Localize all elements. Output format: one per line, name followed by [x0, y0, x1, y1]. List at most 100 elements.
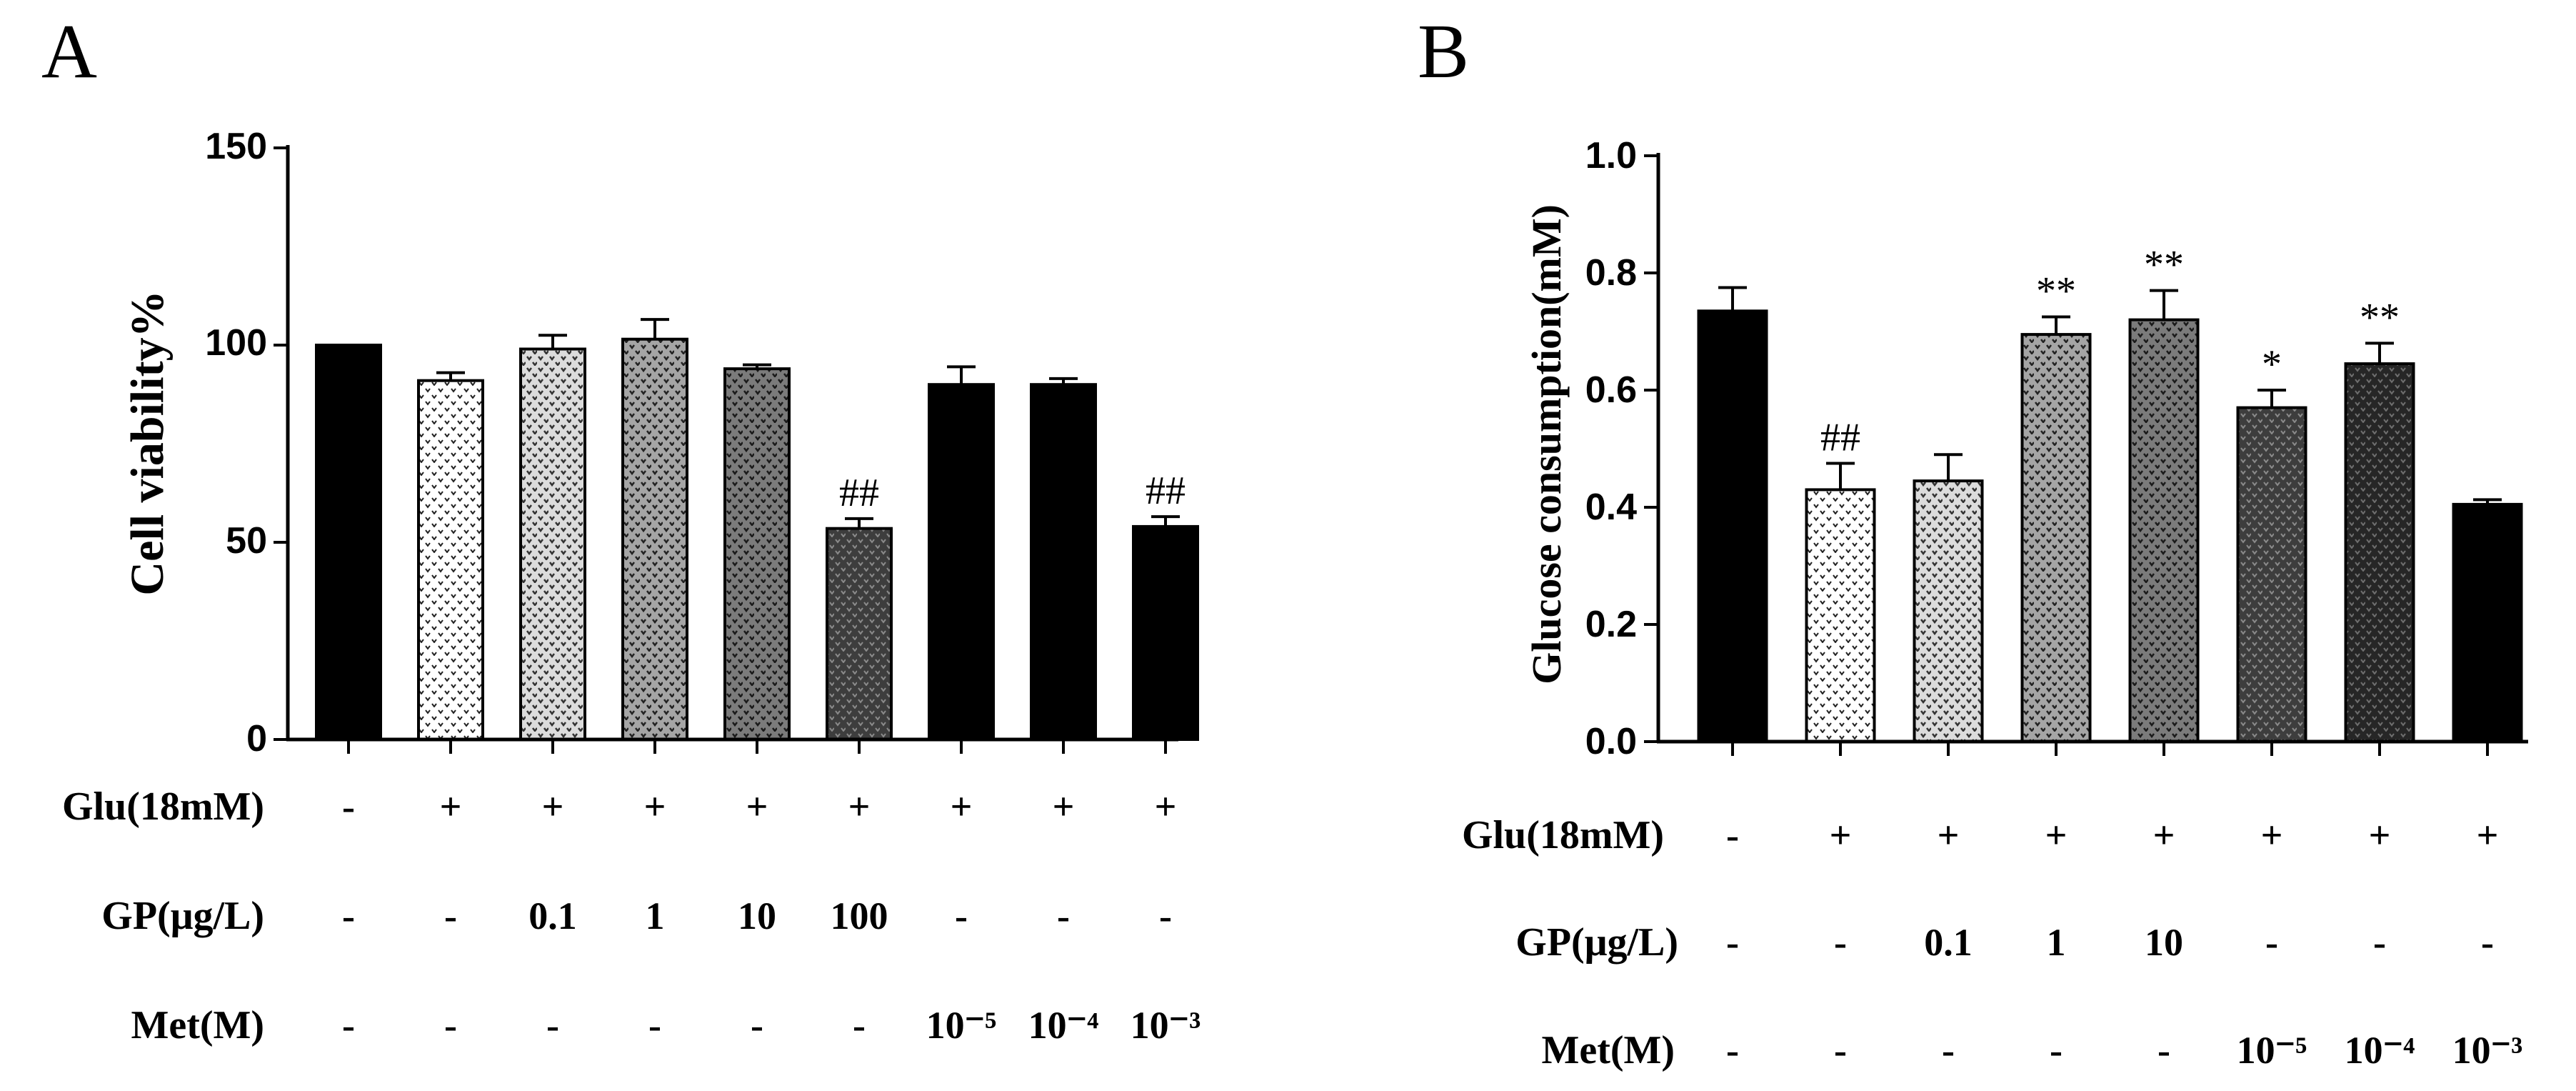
- table-cell-a-1-7: -: [1057, 895, 1070, 937]
- significance-label-b-3: **: [2036, 269, 2076, 314]
- table-cell-a-0-5: +: [848, 785, 871, 828]
- table-cell-a-2-6: 10⁻⁵: [926, 1004, 997, 1047]
- table-cell-b-2-1: -: [1834, 1029, 1847, 1072]
- significance-label-a-5: ##: [839, 471, 879, 515]
- table-cell-b-2-5: 10⁻⁵: [2237, 1029, 2307, 1072]
- table-cell-b-2-0: -: [1726, 1029, 1739, 1072]
- y-tick-label-b-2: 0.4: [1585, 487, 1637, 528]
- table-cells-b: - + + + + + + + - - 0.1 1 10 - - - - - - - - 10⁻⁵ 10⁻⁴ 10⁻³: [1726, 814, 2522, 1072]
- table-cell-b-0-1: +: [1830, 814, 1852, 857]
- error-bar-a-1: [436, 371, 465, 381]
- table-cell-b-2-7: 10⁻³: [2452, 1029, 2523, 1072]
- table-cell-b-0-7: +: [2477, 814, 2499, 857]
- bar-a-2: [519, 347, 586, 741]
- table-cell-a-2-2: -: [546, 1004, 559, 1047]
- error-bar-b-7: [2473, 498, 2502, 504]
- error-bar-b-4: [2150, 289, 2178, 320]
- table-cell-a-2-1: -: [444, 1004, 457, 1047]
- error-bar-a-7: [1049, 377, 1078, 385]
- table-cell-b-0-4: +: [2153, 814, 2175, 857]
- table-cell-a-1-2: 0.1: [528, 895, 577, 937]
- table-cell-b-0-2: +: [1938, 814, 1960, 857]
- error-bar-b-5: [2257, 389, 2286, 408]
- error-bar-a-4: [743, 363, 771, 369]
- bar-a-0: [315, 344, 382, 741]
- table-cell-b-1-1: -: [1834, 921, 1847, 964]
- table-cell-b-1-6: -: [2373, 921, 2386, 964]
- error-bar-a-8: [1151, 515, 1180, 527]
- error-bar-b-1: [1826, 462, 1855, 490]
- significance-label-b-6: **: [2360, 295, 2400, 339]
- table-cell-a-2-0: -: [342, 1004, 355, 1047]
- error-bar-a-5: [845, 517, 873, 529]
- y-tick-label-b-5: 1.0: [1585, 135, 1637, 176]
- error-bar-a-2: [538, 334, 567, 349]
- y-ticklabels-b: 0.0 0.2 0.4 0.6 0.8 1.0: [1585, 135, 1637, 762]
- axes-b: [1644, 153, 2528, 756]
- table-cell-a-0-8: +: [1155, 785, 1177, 828]
- table-cell-a-1-6: -: [955, 895, 968, 937]
- bar-b-0: [1697, 309, 1768, 743]
- bar-a-3: [621, 337, 688, 742]
- table-cell-a-1-3: 1: [646, 895, 665, 937]
- bar-b-1: [1805, 488, 1876, 744]
- table-cell-a-1-4: 10: [738, 895, 776, 937]
- bar-a-8: [1132, 524, 1199, 741]
- bar-a-6: [928, 383, 995, 741]
- bar-b-6: [2344, 362, 2415, 744]
- table-cell-a-2-3: -: [648, 1004, 661, 1047]
- table-cell-b-1-2: 0.1: [1924, 921, 1973, 964]
- table-cell-b-1-4: 10: [2145, 921, 2183, 964]
- table-cell-a-2-5: -: [853, 1004, 866, 1047]
- condition-table-b: Glu(18mM) GP(μg/L) Met(M) - + + + + + + + - - 0.1 1…: [1462, 813, 2522, 1072]
- y-axis-label-b: Glucose consumption(mM): [1523, 204, 1570, 684]
- table-cell-b-0-3: +: [2045, 814, 2068, 857]
- table-cell-a-2-4: -: [751, 1004, 763, 1047]
- row-label-a-gp: GP(μg/L): [101, 894, 264, 938]
- y-tick-label-b-4: 0.8: [1585, 252, 1637, 294]
- table-cell-b-1-7: -: [2481, 921, 2494, 964]
- table-cell-b-0-0: -: [1726, 814, 1739, 857]
- condition-table-a: Glu(18mM) GP(μg/L) Met(M) - + + + + + + + + - - 0.1…: [62, 784, 1201, 1047]
- table-cell-a-0-4: +: [746, 785, 768, 828]
- table-cell-b-1-5: -: [2265, 921, 2278, 964]
- error-bar-a-3: [641, 318, 669, 339]
- table-cell-a-1-5: 100: [831, 895, 888, 937]
- row-label-a-met: Met(M): [131, 1003, 264, 1047]
- table-cell-a-0-0: -: [342, 785, 355, 828]
- y-tick-label-a-3: 150: [205, 126, 267, 167]
- bar-a-4: [723, 367, 791, 741]
- significance-label-b-4: **: [2144, 243, 2184, 287]
- bar-b-3: [2020, 333, 2092, 744]
- significance-label-a-8: ##: [1146, 469, 1186, 513]
- row-label-a-glu: Glu(18mM): [62, 784, 264, 829]
- y-tick-label-a-2: 100: [205, 322, 267, 364]
- y-tick-label-b-3: 0.6: [1585, 369, 1637, 411]
- table-cell-b-1-3: 1: [2047, 921, 2066, 964]
- y-ticklabels-a: 0 50 100 150: [205, 126, 267, 759]
- table-cell-a-2-8: 10⁻³: [1131, 1004, 1201, 1047]
- row-label-b-met: Met(M): [1541, 1028, 1675, 1072]
- table-cell-a-0-6: +: [951, 785, 973, 828]
- table-cells-a: - + + + + + + + + - - 0.1 1 10 100 - - - - - - - - - 10⁻⁵ 10⁻⁴ 10⁻…: [342, 785, 1201, 1047]
- y-tick-label-a-1: 50: [226, 520, 267, 562]
- row-label-b-gp: GP(μg/L): [1515, 920, 1678, 965]
- table-cell-b-2-6: 10⁻⁴: [2345, 1029, 2415, 1072]
- table-cell-a-1-8: -: [1159, 895, 1172, 937]
- bars-a: ## ##: [315, 318, 1199, 742]
- panel-label-a: A: [41, 9, 97, 94]
- table-cell-a-1-1: -: [444, 895, 457, 937]
- panel-label-b: B: [1418, 9, 1469, 94]
- bar-a-7: [1030, 383, 1097, 741]
- bar-a-1: [417, 379, 484, 741]
- y-tick-label-b-1: 0.2: [1585, 604, 1637, 645]
- table-cell-b-2-2: -: [1942, 1029, 1955, 1072]
- bars-b: ##*******: [1697, 243, 2523, 744]
- panel-b: B Glucose consumption(mM) 0.0 0.2 0.4 0.…: [1418, 9, 2528, 1072]
- y-tick-label-a-0: 0: [246, 718, 267, 759]
- bar-b-4: [2128, 318, 2200, 744]
- table-cell-a-0-7: +: [1053, 785, 1075, 828]
- error-bar-a-6: [947, 365, 976, 385]
- table-cell-a-1-0: -: [342, 895, 355, 937]
